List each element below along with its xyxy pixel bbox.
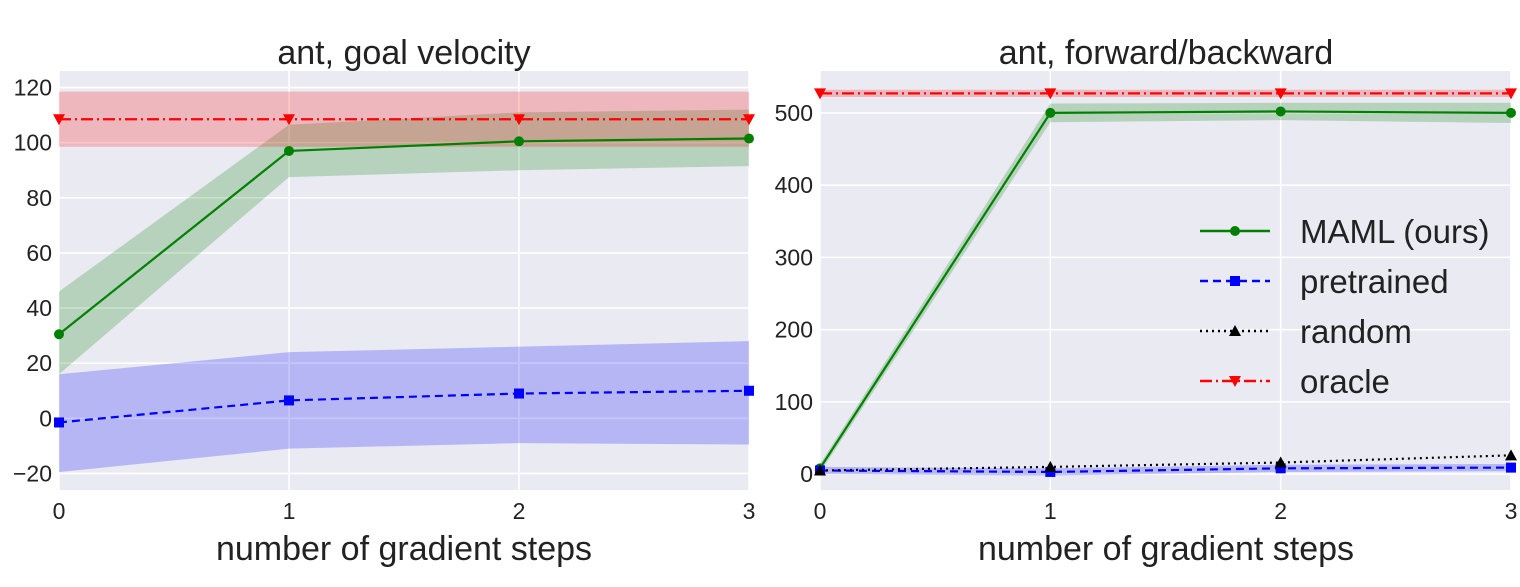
legend-marker (1229, 376, 1241, 387)
data-point (744, 385, 754, 396)
data-point (54, 417, 64, 428)
x-tick-label: 2 (513, 498, 526, 524)
data-point (513, 114, 525, 126)
y-tick-label: 100 (775, 389, 813, 415)
y-tick-label: 500 (775, 100, 813, 126)
y-tick-label: 300 (775, 244, 813, 270)
confidence-band (820, 89, 1511, 98)
data-point (514, 136, 524, 147)
data-point (1505, 449, 1517, 461)
data-point (53, 114, 65, 126)
y-tick-label: 400 (775, 172, 813, 198)
x-axis-label: number of gradient steps (216, 530, 592, 568)
confidence-band (820, 102, 1511, 473)
legend-marker (1230, 276, 1240, 286)
legend-entry: pretrained (1300, 263, 1449, 300)
x-tick-label: 2 (1274, 498, 1287, 524)
confidence-band (59, 91, 749, 147)
x-axis-label: number of gradient steps (978, 530, 1354, 568)
panel-goal-velocity: ant, goal velocity number of gradient st… (13, 34, 755, 568)
data-point (1044, 460, 1057, 472)
data-point (283, 114, 295, 126)
data-point (743, 114, 755, 126)
x-tick-label: 3 (743, 498, 756, 524)
data-point (284, 395, 294, 406)
y-tick-label: 20 (26, 350, 52, 376)
y-tick-label: 0 (39, 405, 52, 431)
series-line (819, 110, 1512, 469)
data-point (1275, 106, 1286, 117)
data-point (1275, 463, 1286, 474)
plot-area (820, 71, 1511, 490)
data-point (284, 145, 294, 156)
data-point (54, 329, 64, 340)
data-point (814, 464, 826, 476)
data-point (1045, 466, 1056, 477)
series-line (58, 389, 750, 424)
series-line (819, 466, 1512, 474)
x-tick-label: 1 (1044, 498, 1057, 524)
y-tick-label: 120 (14, 75, 52, 101)
legend-marker (1230, 226, 1240, 236)
y-tick-label: 100 (14, 130, 52, 156)
legend-entry: oracle (1300, 363, 1390, 400)
y-tick-label: 200 (775, 317, 813, 343)
y-tick-label: −20 (13, 460, 52, 486)
data-point (1506, 462, 1516, 473)
series-line (819, 454, 1512, 472)
y-tick-label: 40 (26, 295, 52, 321)
panel-forward-backward: ant, forward/backward number of gradient… (775, 34, 1518, 568)
y-tick-label: 60 (26, 240, 52, 266)
y-tick-label: 80 (26, 185, 52, 211)
data-point (1045, 107, 1056, 118)
data-point (744, 133, 754, 144)
legend-marker (1229, 325, 1241, 336)
data-point (814, 88, 826, 100)
confidence-band (59, 341, 749, 473)
x-tick-label: 0 (814, 498, 827, 524)
y-tick-label: 0 (800, 461, 813, 487)
data-point (1274, 456, 1287, 468)
x-tick-label: 0 (53, 498, 66, 524)
series-line (58, 137, 750, 336)
legend-entry: random (1300, 313, 1412, 350)
legend-entry: MAML (ours) (1300, 213, 1489, 250)
legend: MAML (ours) pretrained random oracle (1200, 213, 1489, 400)
panel-title: ant, forward/backward (999, 34, 1334, 72)
data-point (1506, 107, 1516, 118)
data-point (1505, 88, 1517, 100)
data-point (1274, 88, 1287, 100)
x-tick-label: 1 (283, 498, 296, 524)
panel-title: ant, goal velocity (277, 34, 530, 72)
data-point (1044, 88, 1057, 100)
x-tick-label: 3 (1505, 498, 1518, 524)
confidence-band (59, 109, 749, 375)
data-point (514, 388, 524, 399)
